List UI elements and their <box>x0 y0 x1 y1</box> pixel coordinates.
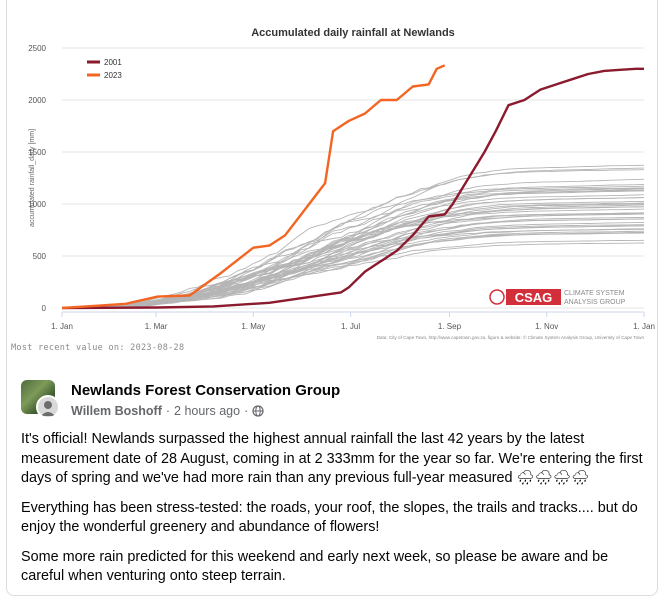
post-header: Newlands Forest Conservation Group Wille… <box>21 380 651 420</box>
csag-logo-text: CSAG <box>515 290 553 305</box>
rainfall-chart-image[interactable]: Accumulated daily rainfall at Newlands 0 5… <box>7 0 657 370</box>
person-icon <box>38 397 58 417</box>
post-paragraph: Everything has been stress-tested: the r… <box>21 499 638 536</box>
user-avatar[interactable] <box>36 395 60 419</box>
avatar-group[interactable] <box>21 380 61 420</box>
background-year-line <box>61 239 645 309</box>
legend-label: 2001 <box>104 58 122 67</box>
post-meta: Willem Boshoff · 2 hours ago · <box>71 404 264 418</box>
facebook-post-card: Accumulated daily rainfall at Newlands 0 5… <box>6 0 658 596</box>
y-tick-label: 2000 <box>28 96 46 105</box>
y-tick-label: 1500 <box>28 148 46 157</box>
y-tick-label: 0 <box>42 304 47 313</box>
x-tick-label: 1. Nov <box>535 322 558 331</box>
chart-credit: Data: City of Cape Town, http://www.cape… <box>377 334 645 340</box>
x-tick-label: 1. Jul <box>341 322 360 331</box>
x-tick-label: 1. Jan <box>633 322 655 331</box>
series-line-2001 <box>61 67 644 310</box>
csag-subtitle: ANALYSIS GROUP <box>564 299 626 306</box>
y-tick-label: 500 <box>33 252 47 261</box>
post-body: It's official! Newlands surpassed the hi… <box>21 430 651 595</box>
series-line-2023 <box>61 64 446 310</box>
background-year-line <box>62 202 645 309</box>
x-tick-label: 1. Jan <box>51 322 73 331</box>
csag-logo-icon <box>489 289 505 305</box>
background-year-line <box>61 197 645 309</box>
meta-separator: · <box>244 404 249 418</box>
rainfall-chart: Accumulated daily rainfall at Newlands 0 5… <box>28 27 655 340</box>
meta-separator: · <box>165 404 171 418</box>
x-tick-label: 1. May <box>241 322 265 331</box>
background-year-line <box>61 188 645 309</box>
chart-title: Accumulated daily rainfall at Newlands <box>251 27 455 39</box>
y-axis-label: accumulated rainfall_daily [mm] <box>29 129 36 227</box>
group-name-link[interactable]: Newlands Forest Conservation Group <box>71 382 341 399</box>
x-tick-label: 1. Mar <box>145 322 168 331</box>
background-year-line <box>61 224 644 309</box>
csag-subtitle: CLIMATE SYSTEM <box>564 290 625 297</box>
most-recent-value: Most recent value on: 2023-08-28 <box>11 343 185 353</box>
post-timestamp[interactable]: 2 hours ago <box>174 404 241 418</box>
legend-label: 2023 <box>104 71 122 80</box>
author-link[interactable]: Willem Boshoff <box>71 404 162 418</box>
x-tick-label: 1. Sep <box>438 322 462 331</box>
csag-logo-box <box>506 289 561 305</box>
post-paragraph: It's official! Newlands surpassed the hi… <box>21 431 643 486</box>
y-tick-label: 2500 <box>28 44 46 53</box>
background-year-line <box>61 204 645 309</box>
post-paragraph: Some more rain predicted for this weeken… <box>21 548 609 585</box>
globe-icon[interactable] <box>252 405 264 417</box>
y-tick-label: 1000 <box>28 200 46 209</box>
